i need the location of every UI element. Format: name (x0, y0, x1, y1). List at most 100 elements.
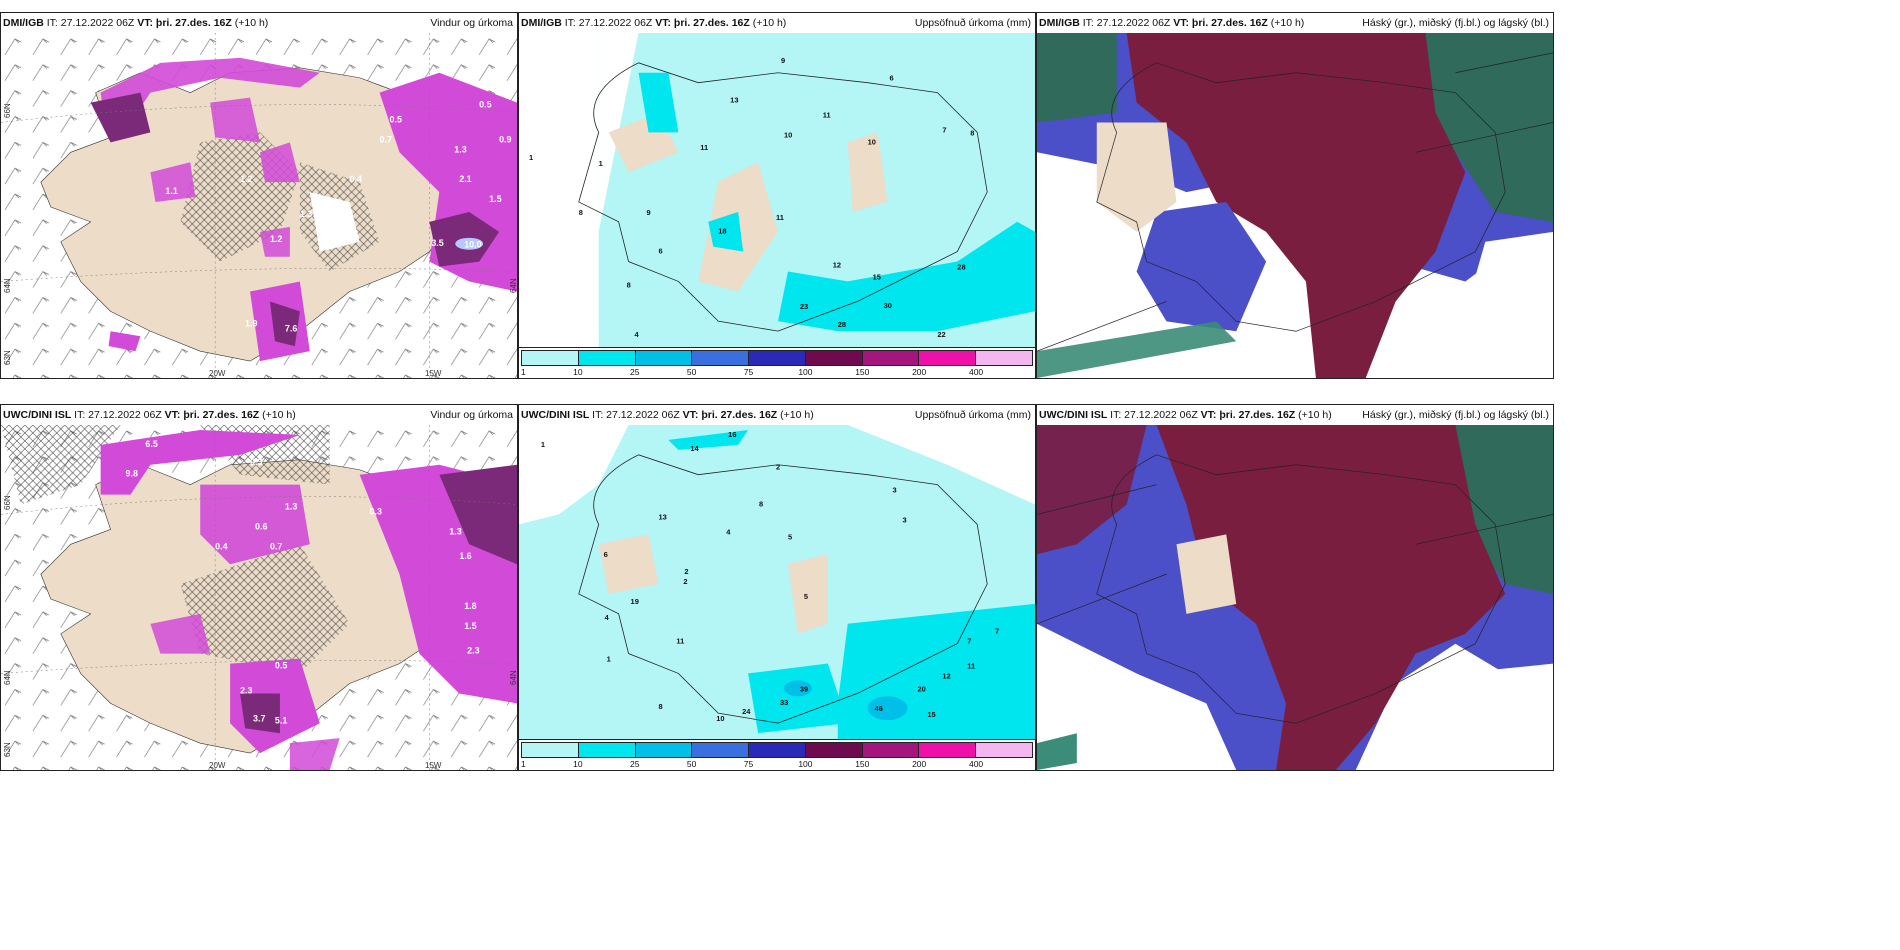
map-area[interactable]: 6.5 9.8 0.3 0.6 1.3 0.7 0.4 1.3 1.6 0.3 … (1, 425, 517, 770)
high-cloud (1156, 425, 1506, 770)
model-name: DMI/IGB (1039, 17, 1080, 29)
svg-text:7: 7 (942, 125, 946, 134)
precip-band-north (100, 429, 300, 495)
panel-header: UWC/DINI ISL IT: 27.12.2022 06Z VT: þri.… (1, 405, 517, 425)
panel-header: DMI/IGB IT: 27.12.2022 06Z VT: þri. 27.d… (519, 13, 1035, 33)
svg-text:10: 10 (716, 714, 724, 723)
colorbar-tick: 25 (630, 759, 640, 769)
svg-text:0.4: 0.4 (215, 541, 227, 551)
lead-time: (+10 h) (1298, 409, 1332, 421)
svg-text:8: 8 (970, 128, 974, 137)
colorbar-segment (578, 351, 636, 365)
colorbar-tick: 1 (521, 367, 526, 377)
svg-text:3: 3 (893, 486, 897, 495)
svg-text:1.2: 1.2 (270, 234, 282, 244)
map-area[interactable]: 9 6 13 11 10 10 7 8 1 1 11 18 9 8 6 8 12… (519, 33, 1035, 348)
svg-text:1: 1 (529, 153, 533, 162)
colorbar: 1 10 25 50 75 100 150 200 400 (519, 739, 1035, 770)
model-name: UWC/DINI ISL (3, 409, 72, 421)
iceland-coastline (1096, 62, 1506, 332)
lon-label: 15W (425, 761, 442, 770)
panel-dmi-cloud[interactable]: DMI/IGB IT: 27.12.2022 06Z VT: þri. 27.d… (1036, 12, 1554, 379)
svg-text:28: 28 (838, 320, 846, 329)
map-area[interactable]: 3.4 0.5 0.9 1.2 1.1 2.1 1.5 3.5 10.0 0.5… (1, 33, 517, 378)
svg-text:0.4: 0.4 (350, 174, 362, 184)
panel-uwc-cloud[interactable]: UWC/DINI ISL IT: 27.12.2022 06Z VT: þri.… (1036, 404, 1554, 771)
colorbar-tick: 400 (968, 759, 984, 769)
svg-text:33: 33 (780, 698, 788, 707)
panel-dmi-wind[interactable]: DMI/IGB IT: 27.12.2022 06Z VT: þri. 27.d… (0, 12, 518, 379)
svg-text:10: 10 (784, 130, 792, 139)
wind-map: 3.4 0.5 0.9 1.2 1.1 2.1 1.5 3.5 10.0 0.5… (1, 33, 517, 378)
graticule (1, 425, 517, 770)
svg-text:1.3: 1.3 (300, 209, 312, 219)
panel-header: UWC/DINI ISL IT: 27.12.2022 06Z VT: þri.… (1037, 405, 1553, 425)
svg-text:1.3: 1.3 (285, 502, 297, 512)
colorbar-segment (749, 743, 806, 757)
valid-time: VT: þri. 27.des. 16Z (164, 409, 260, 421)
colorbar-ticks: 1 10 25 50 75 100 150 200 400 (521, 367, 1033, 377)
lat-label: 66N (3, 495, 12, 510)
svg-text:24: 24 (742, 707, 751, 716)
svg-text:0.9: 0.9 (499, 134, 511, 144)
lead-time: (+10 h) (752, 17, 787, 29)
svg-text:4: 4 (726, 527, 731, 536)
svg-text:10.0: 10.0 (464, 240, 481, 250)
svg-text:39: 39 (800, 684, 808, 693)
map-area[interactable] (1037, 33, 1553, 378)
valid-time: VT: þri. 27.des. 16Z (1200, 409, 1296, 421)
colorbar-segment (862, 351, 920, 365)
colorbar-bar (521, 742, 1033, 758)
colorbar: 1 10 25 50 75 100 150 200 400 (519, 347, 1035, 378)
product-title: Uppsöfnuð úrkoma (mm) (914, 17, 1031, 29)
svg-text:12: 12 (833, 261, 841, 270)
colorbar-tick: 10 (573, 367, 583, 377)
colorbar-tick: 25 (630, 367, 640, 377)
svg-text:1: 1 (599, 159, 603, 168)
colorbar-tick: 75 (743, 759, 754, 769)
valid-time: VT: þri. 27.des. 16Z (1173, 17, 1268, 29)
colorbar-bar (521, 350, 1033, 366)
colorbar-segment (749, 351, 806, 365)
svg-text:19: 19 (631, 597, 639, 606)
svg-text:23: 23 (800, 302, 808, 311)
lead-time: (+10 h) (234, 17, 269, 29)
svg-text:2: 2 (683, 577, 687, 586)
panel-header: DMI/IGB IT: 27.12.2022 06Z VT: þri. 27.d… (1037, 13, 1553, 33)
panel-uwc-precip[interactable]: UWC/DINI ISL IT: 27.12.2022 06Z VT: þri.… (518, 404, 1036, 771)
low-cloud (1435, 425, 1553, 595)
svg-text:1.8: 1.8 (464, 601, 476, 611)
svg-text:2.3: 2.3 (467, 646, 479, 656)
svg-text:0.7: 0.7 (270, 541, 282, 551)
svg-text:1.9: 1.9 (245, 318, 257, 328)
map-area[interactable]: 16 14 1 2 4 5 8 6 3 3 7 8 10 2 1 11 39 4… (519, 425, 1035, 740)
precip-values: 9 6 13 11 10 10 7 8 1 1 11 18 9 8 6 8 12… (529, 56, 974, 339)
lon-label: 20W (209, 369, 226, 378)
svg-text:11: 11 (967, 661, 975, 670)
panel-uwc-wind[interactable]: UWC/DINI ISL IT: 27.12.2022 06Z VT: þri.… (0, 404, 518, 771)
svg-text:15: 15 (927, 710, 935, 719)
init-time: IT: 27.12.2022 06Z (1110, 409, 1198, 421)
product-title: Vindur og úrkoma (430, 409, 513, 421)
svg-text:11: 11 (776, 213, 784, 222)
svg-text:14: 14 (690, 444, 699, 453)
colorbar-segment (919, 743, 977, 757)
svg-text:46: 46 (875, 704, 883, 713)
colorbar-segment (522, 351, 579, 365)
panel-dmi-precip[interactable]: DMI/IGB IT: 27.12.2022 06Z VT: þri. 27.d… (518, 12, 1036, 379)
svg-text:0.3: 0.3 (250, 457, 262, 467)
colorbar-tick: 400 (968, 367, 984, 377)
lat-label: 64N (3, 278, 12, 293)
lat-lines (1037, 52, 1553, 352)
colorbar-segment (862, 743, 920, 757)
svg-text:3.4: 3.4 (240, 45, 252, 55)
model-name: DMI/IGB (3, 17, 44, 29)
svg-text:2: 2 (776, 463, 780, 472)
precip-labels: 3.4 0.5 0.9 1.2 1.1 2.1 1.5 3.5 10.0 0.5… (165, 45, 511, 333)
svg-text:4: 4 (635, 330, 640, 339)
svg-text:11: 11 (700, 143, 708, 152)
map-area[interactable] (1037, 425, 1553, 770)
svg-text:0.5: 0.5 (479, 100, 491, 110)
colorbar-ticks: 1 10 25 50 75 100 150 200 400 (521, 759, 1033, 769)
lead-time: (+10 h) (1270, 17, 1305, 29)
